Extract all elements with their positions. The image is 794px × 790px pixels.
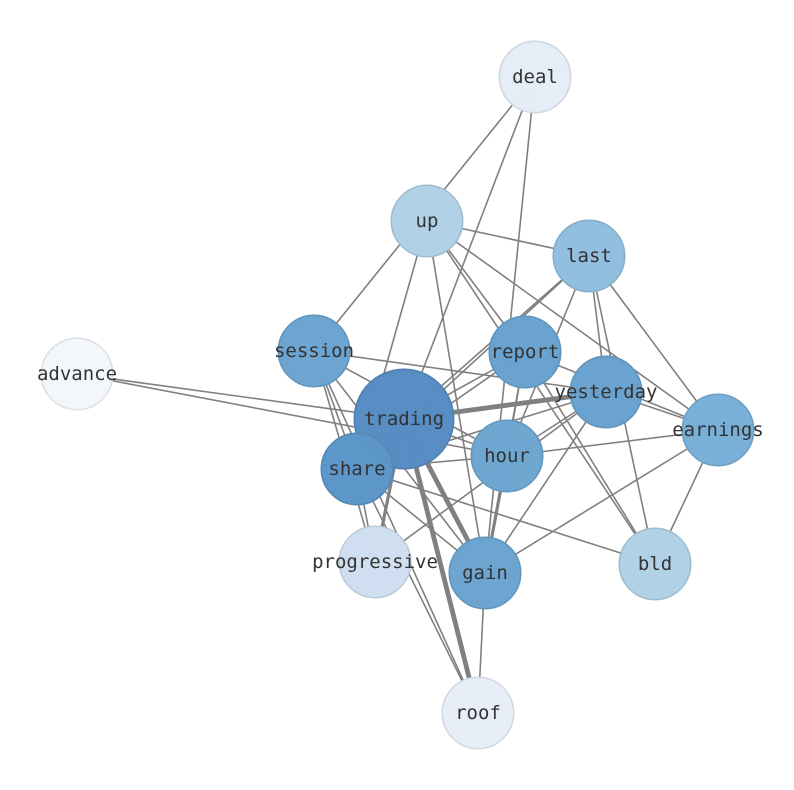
node-circle-roof (443, 678, 513, 748)
node-yesterday: yesterday (555, 355, 658, 429)
node-circle-report (490, 317, 560, 387)
node-label-last: last (566, 245, 612, 267)
node-circle-last (554, 221, 624, 291)
node-label-roof: roof (455, 702, 501, 724)
nodes-layer: deal up last session report advance yesterday t… (37, 40, 764, 750)
node-earnings: earnings (672, 393, 764, 467)
node-label-bld: bld (638, 553, 672, 575)
node-label-up: up (416, 210, 439, 232)
node-circle-deal (500, 42, 570, 112)
node-label-earnings: earnings (672, 419, 764, 441)
node-bld: bld (618, 527, 692, 601)
node-circle-progressive (340, 527, 410, 597)
node-circle-gain (450, 538, 520, 608)
node-report: report (488, 315, 562, 389)
node-label-gain: gain (462, 562, 508, 584)
edge-up-gain (426, 220, 486, 574)
edge-up-earnings (426, 220, 719, 431)
node-label-advance: advance (37, 363, 117, 385)
node-circle-yesterday (571, 357, 641, 427)
edge-advance-trading (76, 373, 405, 420)
node-circle-bld (620, 529, 690, 599)
edge-report-bld (524, 351, 656, 565)
node-label-share: share (328, 458, 385, 480)
node-deal: deal (498, 40, 572, 114)
edge-share-roof (356, 468, 479, 714)
node-gain: gain (448, 536, 522, 610)
edge-share-bld (356, 468, 656, 565)
node-label-deal: deal (512, 66, 558, 88)
node-up: up (390, 184, 464, 258)
node-share: share (320, 432, 394, 506)
node-roof: roof (441, 676, 515, 750)
node-circle-share (322, 434, 392, 504)
node-label-hour: hour (484, 445, 530, 467)
node-hour: hour (470, 419, 544, 493)
node-label-report: report (491, 341, 560, 363)
node-label-progressive: progressive (312, 551, 438, 573)
edge-up-bld (426, 220, 656, 565)
edge-trading-roof (401, 418, 481, 714)
node-label-session: session (274, 340, 354, 362)
edge-earnings-gain (484, 429, 719, 574)
node-circle-up (392, 186, 462, 256)
node-circle-session (279, 316, 349, 386)
edge-deal-trading (403, 76, 536, 420)
node-circle-advance (42, 339, 112, 409)
edge-session-yesterday (313, 350, 607, 393)
node-circle-earnings (683, 395, 753, 465)
node-label-yesterday: yesterday (555, 381, 658, 403)
node-session: session (274, 314, 354, 388)
node-label-trading: trading (364, 408, 444, 430)
node-last: last (552, 219, 626, 293)
edge-session-roof (313, 350, 479, 714)
node-progressive: progressive (312, 525, 438, 599)
node-circle-hour (472, 421, 542, 491)
node-advance: advance (37, 337, 117, 411)
